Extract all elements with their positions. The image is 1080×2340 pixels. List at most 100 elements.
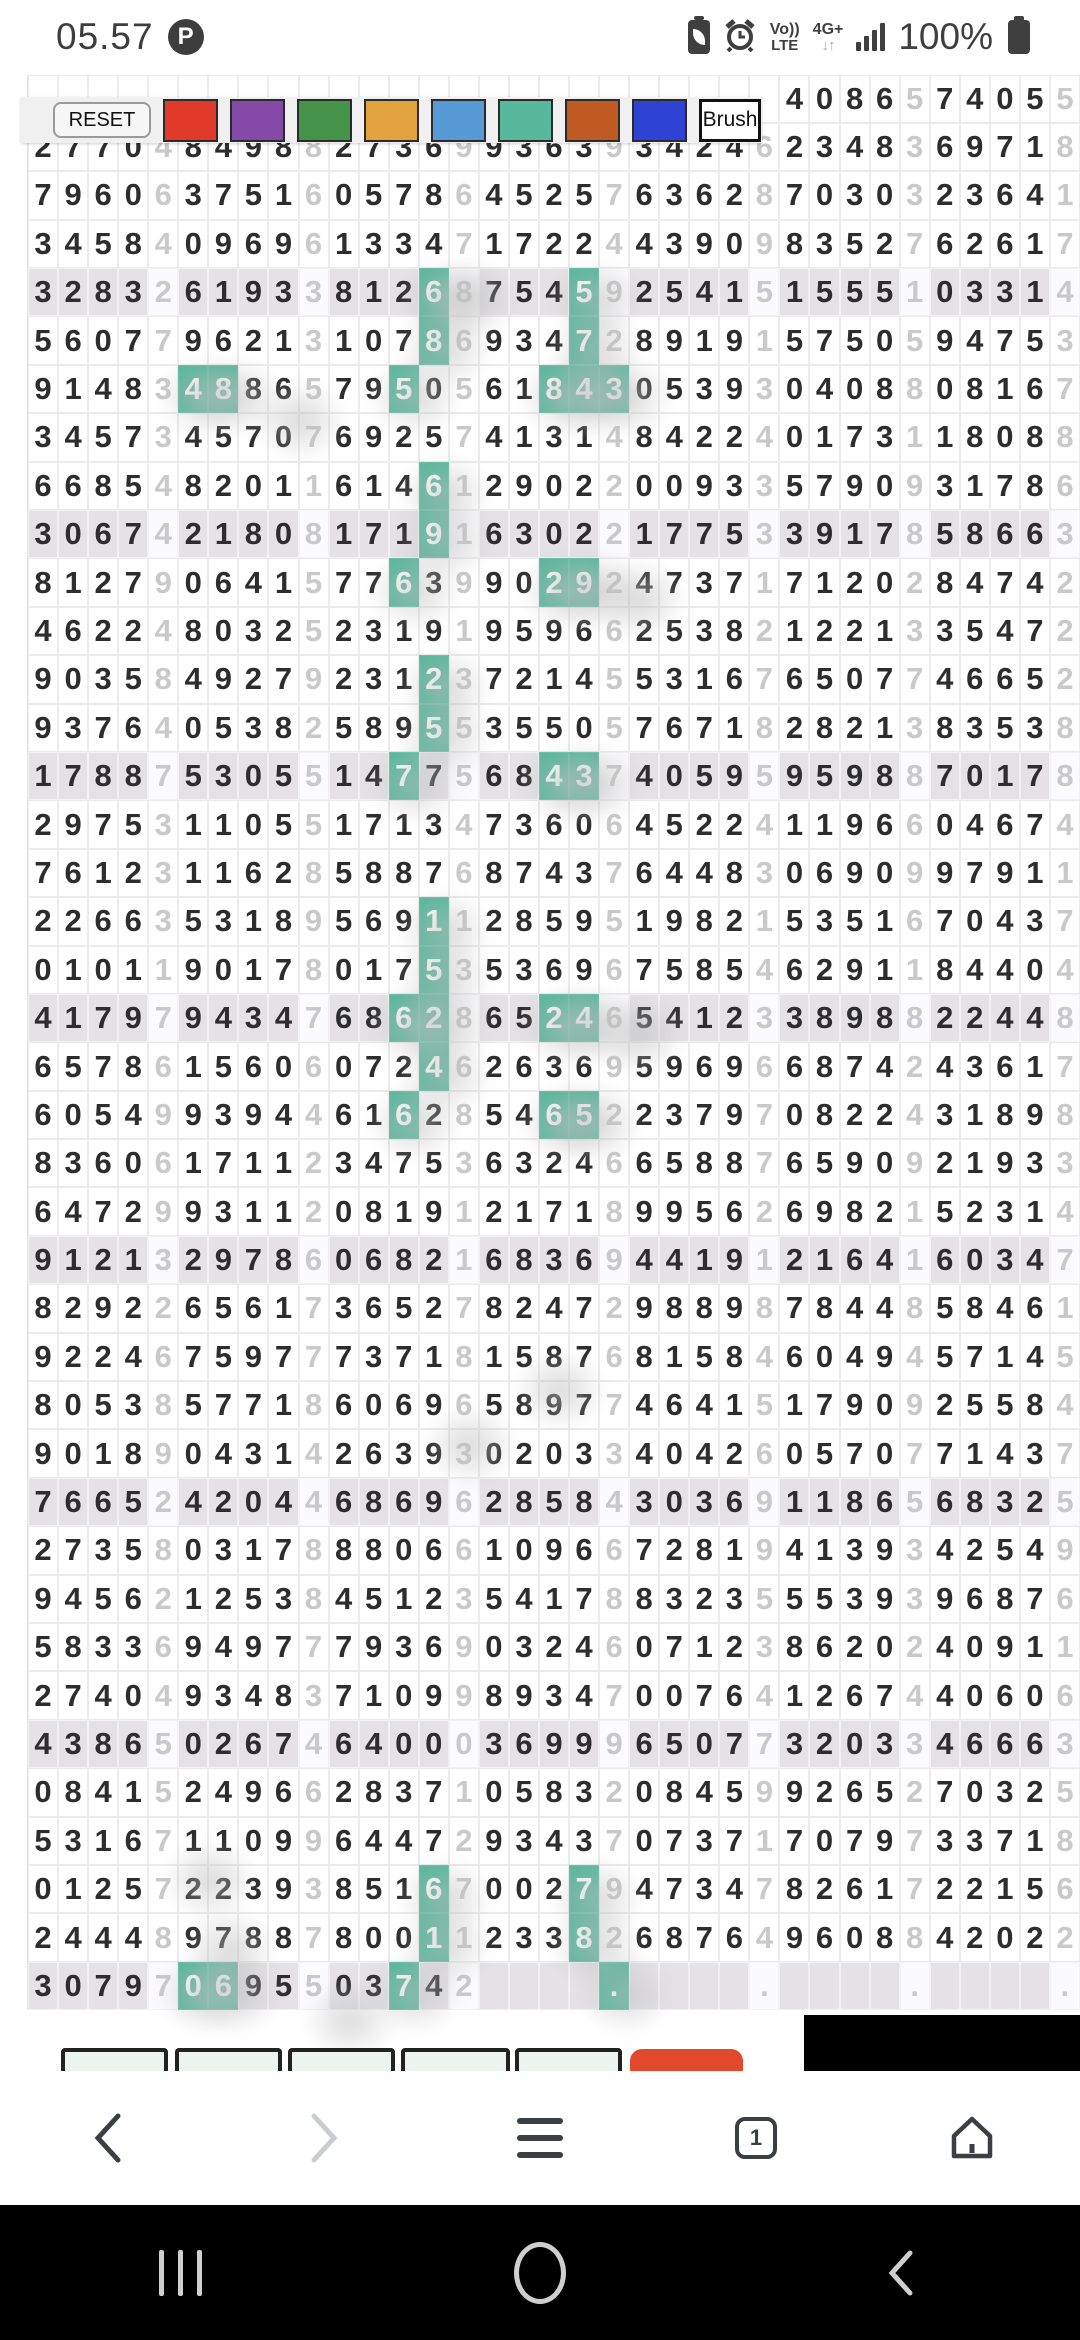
grid-cell[interactable]: 7 xyxy=(298,413,329,462)
grid-cell[interactable]: 1 xyxy=(268,558,299,607)
grid-cell[interactable]: 6 xyxy=(328,413,359,462)
grid-cell[interactable]: 4 xyxy=(989,1429,1020,1478)
grid-cell[interactable]: 5 xyxy=(208,1042,239,1091)
grid-cell[interactable]: 7 xyxy=(328,1623,359,1672)
grid-cell[interactable]: 6 xyxy=(208,316,239,365)
grid-cell[interactable]: 6 xyxy=(779,1332,810,1382)
grid-cell[interactable]: 4 xyxy=(358,751,389,801)
grid-cell[interactable]: 2 xyxy=(28,1671,59,1720)
grid-cell[interactable]: 8 xyxy=(358,1526,389,1575)
grid-cell[interactable]: 0 xyxy=(538,1429,570,1478)
grid-cell[interactable]: 4 xyxy=(809,364,840,414)
grid-cell[interactable]: 4 xyxy=(569,1671,600,1720)
grid-cell[interactable]: 3 xyxy=(508,316,539,365)
grid-cell[interactable]: 1 xyxy=(809,558,840,607)
grid-cell[interactable]: 2 xyxy=(1019,1768,1050,1817)
grid-cell[interactable]: 4 xyxy=(899,1671,930,1720)
grid-cell[interactable]: 6 xyxy=(178,268,209,317)
grid-cell[interactable]: 7 xyxy=(58,1526,89,1575)
grid-cell[interactable]: 4 xyxy=(989,945,1020,994)
grid-cell[interactable]: 9 xyxy=(659,316,690,365)
grid-cell[interactable]: 3 xyxy=(58,703,89,752)
grid-cell[interactable]: 9 xyxy=(208,1235,239,1285)
grid-cell[interactable]: 3 xyxy=(508,800,539,849)
grid-cell[interactable]: 5 xyxy=(989,1526,1020,1575)
grid-cell[interactable]: 2 xyxy=(899,1623,930,1672)
grid-cell[interactable]: 5 xyxy=(749,1381,780,1430)
grid-cell[interactable]: 2 xyxy=(839,703,870,752)
grid-cell[interactable]: 3 xyxy=(238,1864,269,1914)
grid-cell[interactable]: 1 xyxy=(58,1864,89,1914)
grid-cell[interactable]: 9 xyxy=(268,1864,299,1914)
grid-cell[interactable]: 1 xyxy=(238,897,269,946)
grid-cell[interactable]: 5 xyxy=(839,316,870,365)
grid-cell[interactable]: 4 xyxy=(178,655,209,704)
grid-cell[interactable]: 9 xyxy=(178,1913,209,1962)
grid-cell[interactable]: 6 xyxy=(1019,1719,1050,1769)
grid-cell[interactable]: 8 xyxy=(148,1913,179,1962)
grid-cell[interactable]: 7 xyxy=(508,219,539,269)
grid-cell[interactable]: 8 xyxy=(869,1913,900,1962)
grid-cell[interactable]: 2 xyxy=(629,1090,660,1140)
grid-cell[interactable]: 3 xyxy=(959,1816,990,1865)
grid-cell[interactable]: 2 xyxy=(809,1671,840,1720)
grid-cell[interactable]: 9 xyxy=(208,219,239,269)
grid-cell[interactable]: 1 xyxy=(58,945,89,994)
grid-cell[interactable]: 2 xyxy=(538,1623,570,1672)
grid-cell[interactable]: 8 xyxy=(28,558,59,607)
grid-cell[interactable]: 8 xyxy=(358,703,389,752)
grid-cell[interactable]: 6 xyxy=(448,171,479,220)
grid-cell[interactable]: 9 xyxy=(418,1477,449,1527)
grid-cell[interactable]: 2 xyxy=(538,1864,570,1914)
grid-cell[interactable]: 6 xyxy=(58,461,89,511)
grid-cell[interactable]: 1 xyxy=(448,461,479,511)
grid-cell[interactable]: 5 xyxy=(929,1284,960,1333)
grid-cell[interactable]: 8 xyxy=(1019,413,1050,462)
grid-cell[interactable]: 1 xyxy=(899,413,930,462)
grid-cell[interactable]: 6 xyxy=(599,945,630,994)
grid-cell[interactable]: 4 xyxy=(929,1719,960,1769)
grid-cell[interactable]: 3 xyxy=(1049,1139,1080,1188)
grid-cell[interactable]: 3 xyxy=(899,1719,930,1769)
grid-cell[interactable]: 2 xyxy=(508,1429,539,1478)
grid-cell[interactable]: 6 xyxy=(989,655,1020,704)
grid-cell[interactable]: 3 xyxy=(869,413,900,462)
grid-cell[interactable]: 2 xyxy=(88,558,119,607)
grid-cell[interactable]: 7 xyxy=(118,316,149,365)
grid-cell[interactable]: 3 xyxy=(508,1816,539,1865)
grid-cell[interactable]: 9 xyxy=(719,364,750,414)
grid-cell[interactable]: 9 xyxy=(238,1961,269,2011)
grid-cell[interactable]: 8 xyxy=(749,703,780,752)
grid-cell[interactable]: 5 xyxy=(839,268,870,317)
grid-cell[interactable]: 8 xyxy=(358,1768,389,1817)
grid-cell[interactable]: 0 xyxy=(178,219,209,269)
grid-cell[interactable]: 5 xyxy=(599,655,630,704)
grid-cell[interactable]: 6 xyxy=(418,1526,449,1575)
grid-cell[interactable]: 0 xyxy=(538,510,570,559)
grid-cell[interactable]: 4 xyxy=(1049,1381,1080,1430)
grid-cell[interactable]: 0 xyxy=(88,316,119,365)
grid-cell[interactable]: 4 xyxy=(358,1139,389,1188)
grid-cell[interactable]: 1 xyxy=(268,171,299,220)
grid-cell[interactable]: 1 xyxy=(779,800,810,849)
grid-cell[interactable]: 6 xyxy=(328,993,359,1043)
grid-cell[interactable]: 5 xyxy=(659,1719,690,1769)
grid-cell[interactable]: 1 xyxy=(358,1090,389,1140)
grid-cell[interactable]: 2 xyxy=(959,1187,990,1236)
grid-cell[interactable]: 5 xyxy=(1019,74,1050,123)
grid-cell[interactable]: 6 xyxy=(478,1139,509,1188)
grid-cell[interactable]: 9 xyxy=(629,1187,660,1236)
grid-cell[interactable]: 8 xyxy=(1049,751,1080,801)
grid-cell[interactable]: 1 xyxy=(58,364,89,414)
grid-cell[interactable]: 6 xyxy=(629,171,660,220)
grid-cell[interactable]: 1 xyxy=(388,800,419,849)
grid-cell[interactable]: 4 xyxy=(538,848,570,898)
grid-cell[interactable]: 1 xyxy=(508,364,539,414)
grid-cell[interactable]: 5 xyxy=(629,993,660,1043)
grid-cell[interactable]: 4 xyxy=(839,1284,870,1333)
grid-cell[interactable]: 2 xyxy=(959,1526,990,1575)
grid-cell[interactable]: 9 xyxy=(599,1042,630,1091)
grid-cell[interactable]: 9 xyxy=(569,558,600,607)
grid-cell[interactable]: 0 xyxy=(58,1429,89,1478)
grid-cell[interactable]: 2 xyxy=(148,1477,179,1527)
